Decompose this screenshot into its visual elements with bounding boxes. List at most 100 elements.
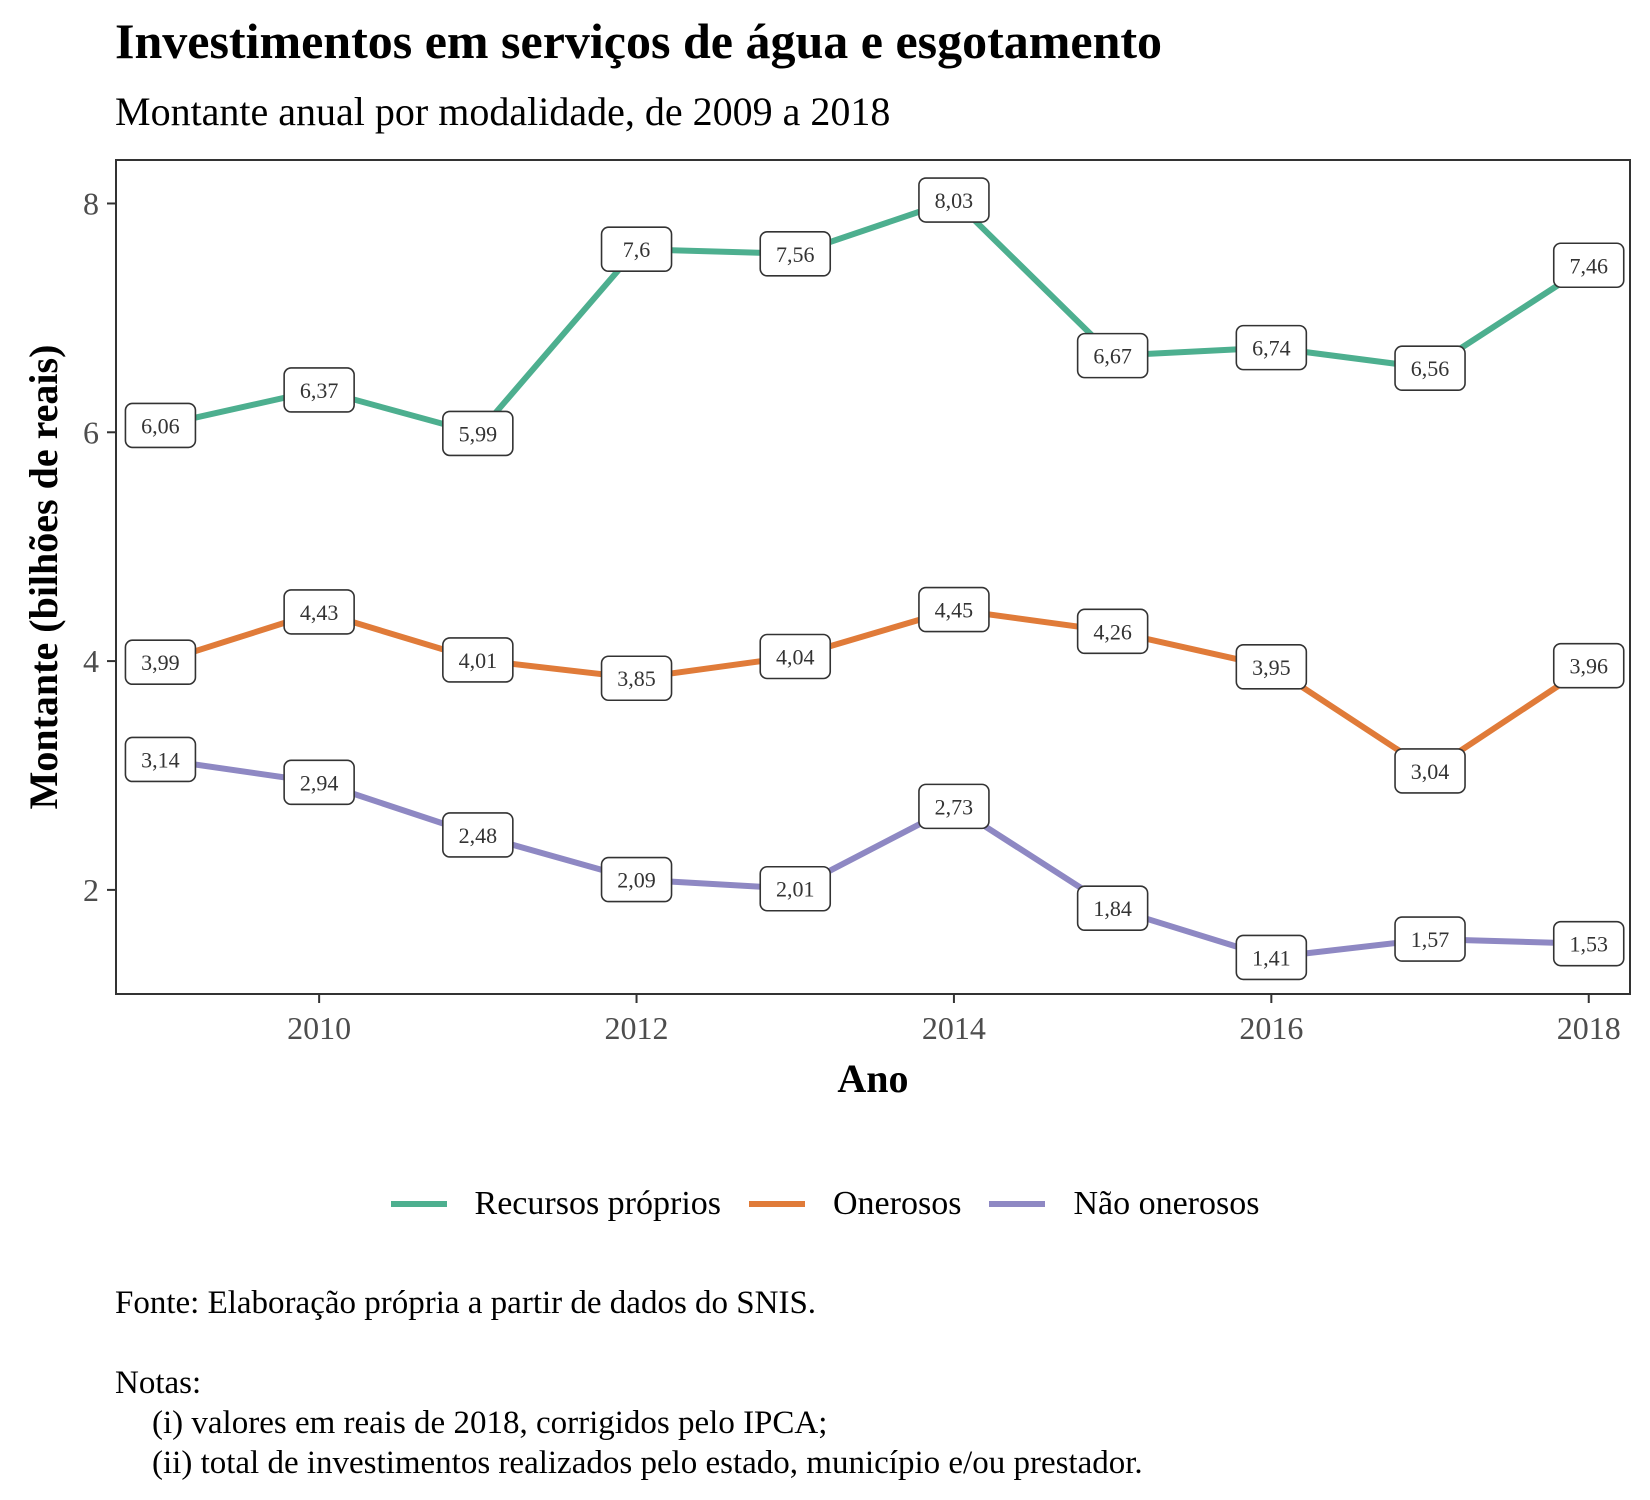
legend-label: Não onerosos bbox=[1073, 1185, 1260, 1222]
legend-label: Onerosos bbox=[833, 1185, 962, 1222]
data-label-text: 4,04 bbox=[776, 645, 815, 670]
note-line: (ii) total de investimentos realizados p… bbox=[152, 1445, 1143, 1481]
data-label-box bbox=[124, 639, 197, 686]
data-label-text: 2,73 bbox=[935, 794, 974, 819]
legend-key bbox=[390, 1201, 447, 1207]
data-label-box bbox=[600, 856, 673, 903]
data-label-text: 6,06 bbox=[141, 413, 180, 438]
data-label-text: 4,45 bbox=[935, 598, 974, 623]
data-label-box bbox=[918, 586, 990, 633]
data-label-text: 3,04 bbox=[1411, 759, 1450, 784]
data-label-box bbox=[124, 736, 197, 783]
x-tick-label: 2014 bbox=[922, 1010, 986, 1046]
data-label-text: 4,43 bbox=[300, 600, 339, 625]
data-label: 8,03 bbox=[918, 177, 990, 223]
data-label: 7,6 bbox=[600, 226, 673, 273]
legend-key bbox=[989, 1201, 1046, 1207]
data-label: 2,73 bbox=[918, 783, 990, 830]
data-label: 3,04 bbox=[1394, 748, 1466, 794]
data-label: 3,95 bbox=[1235, 644, 1308, 690]
series-line bbox=[159, 606, 1591, 774]
data-label-box bbox=[124, 402, 197, 449]
data-label-box bbox=[1235, 324, 1308, 371]
data-label: 5,99 bbox=[442, 410, 514, 457]
data-label-text: 6,67 bbox=[1093, 344, 1132, 369]
data-label: 4,01 bbox=[442, 637, 514, 683]
series-line bbox=[159, 197, 1591, 437]
chart-subtitle: Montante anual por modalidade, de 2009 a… bbox=[115, 89, 891, 134]
data-label-text: 1,84 bbox=[1093, 896, 1132, 921]
data-label: 3,96 bbox=[1552, 642, 1625, 689]
y-axis-title: Montante (bilhões de reais) bbox=[21, 345, 66, 810]
data-label-text: 2,94 bbox=[300, 770, 339, 795]
caption: Fonte: Elaboração própria a partir de da… bbox=[115, 1283, 1143, 1483]
legend-key bbox=[749, 1201, 805, 1207]
data-label: 7,56 bbox=[759, 231, 832, 277]
data-label-box bbox=[600, 655, 673, 702]
data-label: 1,84 bbox=[1076, 885, 1149, 931]
data-label: 3,14 bbox=[124, 736, 197, 783]
data-label-text: 3,99 bbox=[141, 650, 180, 675]
x-tick-label: 2018 bbox=[1557, 1010, 1621, 1046]
y-tick-label: 6 bbox=[83, 414, 99, 450]
data-label-box bbox=[283, 589, 355, 635]
legend-label: Recursos próprios bbox=[474, 1185, 721, 1222]
legend-item: Não onerosos bbox=[989, 1185, 1259, 1223]
data-label-text: 4,26 bbox=[1093, 619, 1132, 644]
data-label: 4,45 bbox=[918, 586, 990, 633]
data-label-box bbox=[1235, 644, 1308, 690]
data-label-box bbox=[1076, 608, 1149, 655]
data-label: 6,74 bbox=[1235, 324, 1308, 371]
data-label-box bbox=[1552, 242, 1625, 289]
data-label-text: 7,46 bbox=[1569, 253, 1608, 278]
data-label-text: 3,96 bbox=[1569, 654, 1608, 679]
x-tick-label: 2012 bbox=[605, 1010, 669, 1046]
data-label-box bbox=[759, 865, 832, 912]
data-label: 2,09 bbox=[600, 856, 673, 903]
x-tick-label: 2010 bbox=[287, 1010, 351, 1046]
data-label-box bbox=[283, 759, 355, 806]
data-label-box bbox=[759, 633, 832, 680]
data-label-text: 2,09 bbox=[617, 868, 656, 893]
data-label-text: 3,95 bbox=[1252, 655, 1291, 680]
data-label-box bbox=[442, 812, 514, 858]
data-label-box bbox=[918, 783, 990, 830]
data-label: 4,04 bbox=[759, 633, 832, 680]
data-label-text: 4,01 bbox=[459, 648, 498, 673]
data-label: 2,01 bbox=[759, 865, 832, 912]
data-label: 4,43 bbox=[283, 589, 355, 635]
data-label: 1,53 bbox=[1552, 920, 1625, 967]
data-label-text: 6,37 bbox=[300, 378, 339, 403]
data-label: 2,48 bbox=[442, 812, 514, 858]
data-label-text: 3,14 bbox=[141, 747, 180, 772]
data-label: 7,46 bbox=[1552, 242, 1625, 289]
data-label-text: 3,85 bbox=[617, 666, 656, 691]
data-label-box bbox=[1552, 642, 1625, 689]
data-label: 2,94 bbox=[283, 759, 355, 806]
data-label-text: 2,48 bbox=[459, 823, 498, 848]
legend: Recursos próprios Onerosos Não onerosos bbox=[0, 1185, 1650, 1223]
data-label-box bbox=[1076, 332, 1149, 379]
data-label-box bbox=[1235, 934, 1308, 981]
data-label-text: 1,57 bbox=[1411, 927, 1450, 952]
data-label: 6,67 bbox=[1076, 332, 1149, 379]
data-label-text: 6,56 bbox=[1411, 356, 1450, 381]
data-label-text: 7,56 bbox=[776, 242, 815, 267]
data-label-box bbox=[1552, 920, 1625, 967]
data-label: 6,06 bbox=[124, 402, 197, 449]
y-tick-label: 4 bbox=[83, 643, 99, 679]
data-label-box bbox=[1394, 345, 1466, 392]
line-chart: 2010 2012 2014 2016 2018 2 4 6 8 6,06 6,37 5,99 7,6… bbox=[21, 159, 1631, 1101]
data-label: 3,99 bbox=[124, 639, 197, 686]
data-label-text: 6,74 bbox=[1252, 336, 1291, 361]
data-label-text: 1,41 bbox=[1252, 945, 1291, 970]
note-line: (i) valores em reais de 2018, corrigidos… bbox=[152, 1405, 828, 1441]
data-label-box bbox=[1394, 916, 1466, 962]
data-label-text: 2,01 bbox=[776, 877, 815, 902]
notes-heading: Notas: bbox=[115, 1365, 202, 1401]
legend-item: Recursos próprios bbox=[390, 1185, 721, 1223]
data-label-box bbox=[1076, 885, 1149, 931]
y-tick-label: 8 bbox=[83, 185, 99, 221]
data-label: 4,26 bbox=[1076, 608, 1149, 655]
data-label-text: 5,99 bbox=[459, 421, 498, 446]
